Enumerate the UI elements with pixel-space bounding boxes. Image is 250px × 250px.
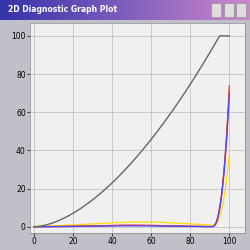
Text: 2D Diagnostic Graph Plot: 2D Diagnostic Graph Plot [8, 6, 117, 15]
FancyBboxPatch shape [224, 3, 234, 17]
FancyBboxPatch shape [211, 3, 221, 17]
FancyBboxPatch shape [236, 3, 246, 17]
